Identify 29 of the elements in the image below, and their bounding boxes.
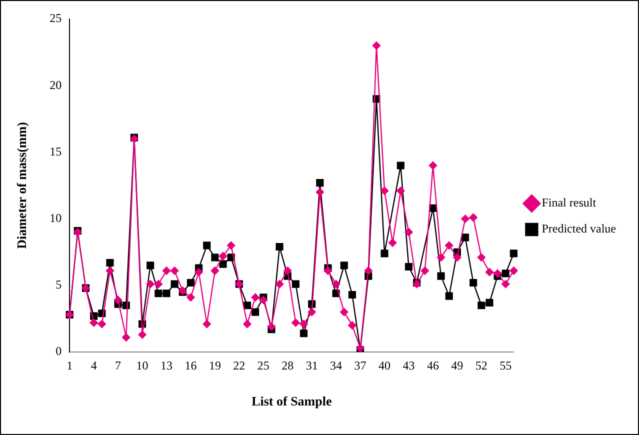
y-tick-label: 15 (50, 144, 62, 158)
legend-label: Final result (542, 196, 597, 210)
y-tick-label: 10 (50, 210, 62, 225)
x-tick-label: 37 (354, 358, 366, 372)
x-tick-label: 19 (208, 358, 221, 372)
x-tick-label: 10 (136, 358, 148, 372)
x-tick-label: 28 (282, 358, 294, 372)
y-tick-label: 0 (56, 344, 62, 358)
y-tick-label: 20 (50, 78, 62, 92)
legend-label: Predicted value (542, 222, 616, 236)
y-axis-title: Diameter of mass(mm) (14, 122, 30, 249)
x-tick-label: 40 (378, 358, 391, 372)
x-tick-label: 31 (306, 358, 318, 372)
x-tick-label: 55 (500, 358, 512, 372)
x-tick-label: 43 (402, 358, 415, 372)
x-tick-label: 46 (426, 358, 439, 372)
x-tick-label: 49 (451, 358, 464, 372)
x-axis-title: List of Sample (252, 394, 332, 409)
x-tick-label: 52 (475, 358, 488, 372)
x-tick-label: 16 (184, 358, 197, 372)
x-tick-label: 34 (330, 358, 342, 372)
y-tick-label: 25 (50, 11, 62, 26)
x-tick-label: 13 (160, 358, 172, 372)
x-tick-label: 7 (115, 358, 122, 372)
x-tick-label: 25 (257, 358, 270, 372)
y-tick-label: 5 (56, 278, 62, 292)
x-tick-label: 4 (90, 358, 97, 372)
x-tick-label: 1 (66, 358, 73, 372)
x-tick-label: 22 (233, 358, 246, 372)
